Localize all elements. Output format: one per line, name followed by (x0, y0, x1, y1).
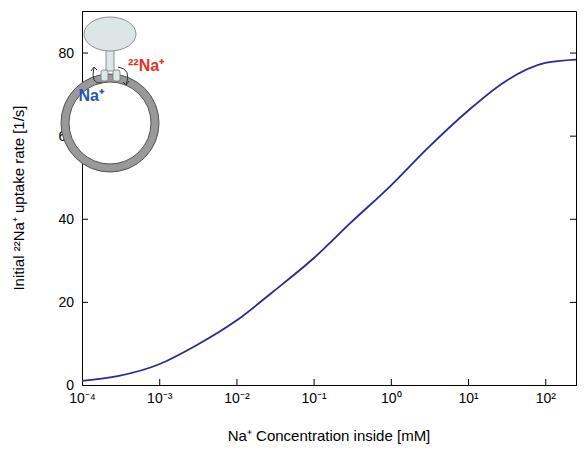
y-axis-title: Initial ²²Na⁺ uptake rate [1/s] (10, 105, 27, 290)
tick: 10⁻² (224, 379, 250, 406)
vesicle-edge (69, 82, 151, 164)
tick: 10⁻³ (147, 379, 173, 406)
tick-mark (314, 379, 315, 385)
arrow (93, 67, 102, 83)
tick: 10¹ (458, 379, 479, 406)
plot: 10⁻⁴10⁻³10⁻²10⁻¹10⁰10¹10²020406080²²Na⁺N… (58, 12, 576, 406)
vesicle (65, 78, 155, 168)
annotation: Na⁺ (79, 87, 105, 104)
arrow-head (91, 67, 97, 71)
axis-line (570, 12, 577, 386)
tick-mark (468, 379, 469, 385)
tick-mark (391, 379, 392, 385)
tick: 0 (66, 377, 88, 393)
tick-mark (570, 385, 576, 386)
tick-mark (545, 379, 546, 385)
tick: 40 (58, 211, 88, 227)
tick-mark (159, 379, 160, 385)
tick: 10⁻¹ (302, 379, 328, 406)
tick (570, 302, 576, 303)
tick (570, 136, 576, 137)
x-axis: 10⁻⁴10⁻³10⁻²10⁻¹10⁰10¹10² (69, 379, 576, 406)
x-axis-title: Na⁺ Concentration inside [mM] (228, 427, 431, 444)
x-axis-top (83, 11, 577, 12)
tick-label: 10² (536, 390, 557, 406)
y-axis-right (570, 12, 577, 386)
axis-line (83, 12, 89, 386)
tick-mark (82, 302, 88, 303)
tick-mark (82, 385, 88, 386)
tick-mark (570, 302, 576, 303)
y-axis: 020406080 (58, 12, 88, 393)
tick: 20 (58, 294, 88, 310)
transporter-head (84, 17, 136, 51)
tick-mark (570, 136, 576, 137)
tick: 10⁰ (381, 379, 402, 406)
tick-label: 10⁻³ (147, 390, 173, 406)
marks (82, 60, 576, 381)
tick (570, 53, 576, 54)
tick: 80 (58, 45, 88, 61)
tick-label: 10¹ (458, 390, 479, 406)
annotation: ²²Na⁺ (128, 57, 165, 74)
chart: 10⁻⁴10⁻³10⁻²10⁻¹10⁰10¹10²020406080²²Na⁺N… (0, 0, 584, 451)
data-line (82, 60, 576, 381)
tick-mark (570, 53, 576, 54)
tick (570, 219, 576, 220)
tick-mark (82, 53, 88, 54)
tick-label: 40 (58, 211, 74, 227)
tick (570, 385, 576, 386)
tick: 10² (536, 379, 557, 406)
tick-label: 10⁻² (224, 390, 250, 406)
frame-line (83, 11, 577, 12)
tick-label: 80 (58, 45, 74, 61)
tick-label: 10⁻¹ (302, 390, 328, 406)
transporter-subunit (101, 70, 108, 81)
tick-mark (236, 379, 237, 385)
arrow-head (123, 81, 129, 85)
tick-mark (82, 219, 88, 220)
tick-label: 10⁰ (381, 390, 402, 406)
inset-diagram: ²²Na⁺ Na⁺ (61, 17, 165, 172)
tick-mark (570, 219, 576, 220)
vesicle-edge (61, 74, 159, 172)
axis-line (83, 379, 577, 386)
transporter-subunit (113, 70, 120, 81)
tick-label: 20 (58, 294, 74, 310)
tick-label: 0 (66, 377, 74, 393)
